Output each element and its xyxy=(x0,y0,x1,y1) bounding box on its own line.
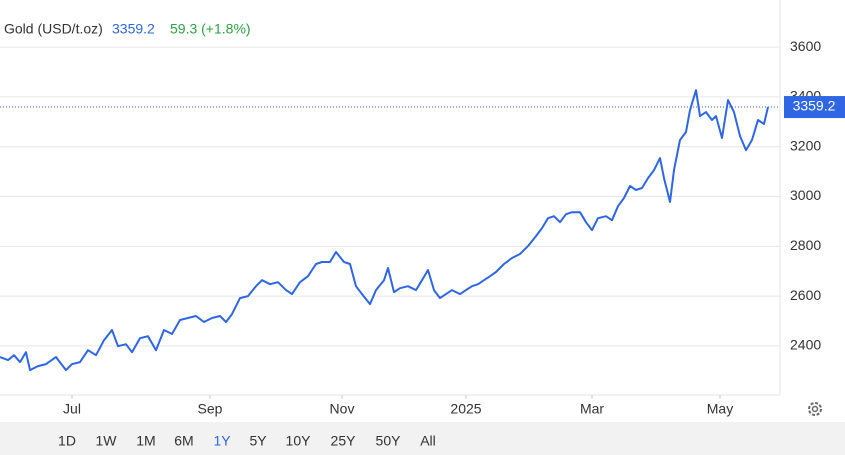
range-button[interactable]: 1D xyxy=(58,433,76,449)
range-button[interactable]: 10Y xyxy=(286,433,312,449)
y-tick-label: 3600 xyxy=(790,38,821,54)
price-change: 59.3 (+1.8%) xyxy=(170,21,251,37)
range-button[interactable]: 25Y xyxy=(331,433,357,449)
range-button[interactable]: All xyxy=(420,433,436,449)
last-price-label: 3359.2 xyxy=(793,98,836,114)
y-tick-label: 2800 xyxy=(790,237,821,253)
range-button[interactable]: 1W xyxy=(96,433,118,449)
last-price: 3359.2 xyxy=(112,21,155,37)
toolbar xyxy=(0,422,845,455)
price-line xyxy=(0,89,769,372)
range-button[interactable]: 50Y xyxy=(376,433,402,449)
x-tick-label: Nov xyxy=(330,401,355,417)
range-button[interactable]: 6M xyxy=(174,433,193,449)
x-tick-label: May xyxy=(707,401,733,417)
x-tick-label: Sep xyxy=(198,401,223,417)
y-tick-label: 3200 xyxy=(790,137,821,153)
range-button[interactable]: 1M xyxy=(136,433,155,449)
x-tick-label: Mar xyxy=(580,401,604,417)
y-tick-label: 3000 xyxy=(790,187,821,203)
y-tick-label: 2600 xyxy=(790,287,821,303)
settings-icon[interactable] xyxy=(808,402,822,416)
y-tick-label: 2400 xyxy=(790,337,821,353)
last-price-box xyxy=(784,96,845,119)
x-tick-label: 2025 xyxy=(450,401,481,417)
range-button[interactable]: 1Y xyxy=(213,433,231,449)
x-tick-label: Jul xyxy=(63,401,81,417)
instrument-title: Gold (USD/t.oz) xyxy=(4,21,103,37)
range-button[interactable]: 5Y xyxy=(249,433,267,449)
